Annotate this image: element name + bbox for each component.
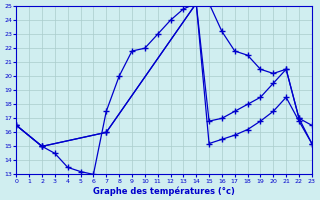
X-axis label: Graphe des températures (°c): Graphe des températures (°c) (93, 186, 235, 196)
